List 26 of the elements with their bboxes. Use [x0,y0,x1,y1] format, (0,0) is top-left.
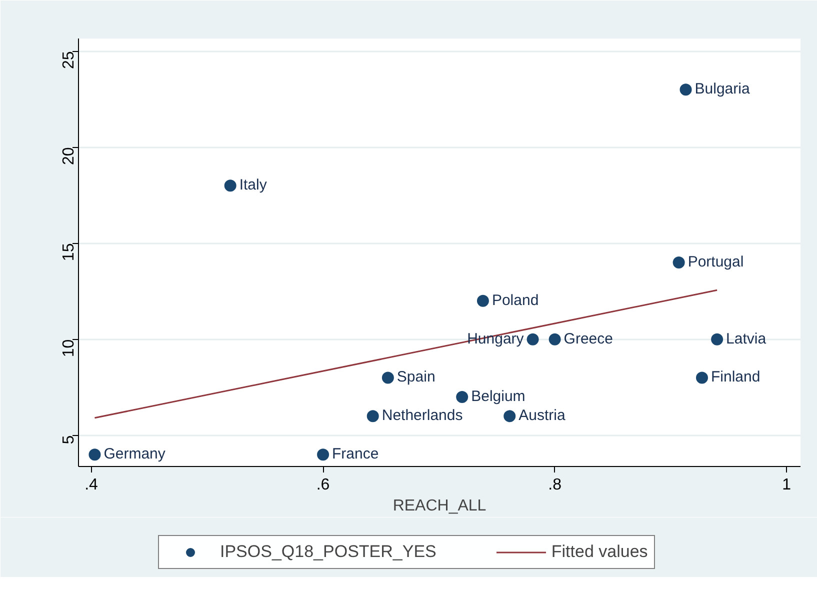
annotation: Portugal [688,253,744,270]
x-axis-title: REACH_ALL [392,498,486,514]
annotation: Finland [710,368,760,386]
y-tick-label: 20 [60,147,78,166]
annotation: France [332,446,379,463]
annotation: Belgium [471,388,526,405]
annotation: Netherlands [382,407,463,424]
annotation: Hungary [467,330,524,348]
annotation: Poland [492,292,539,309]
annotation: Bulgaria [694,80,750,98]
legend-label: IPSOS_Q18_POSTER_YES [220,542,436,562]
annotation: Spain [396,368,436,386]
y-tick-label: 5 [60,435,78,444]
legend-label: Fitted values [551,542,648,562]
x-tick-label: .8 [548,476,562,494]
x-tick-label: .4 [84,476,98,494]
y-tick-label: 10 [60,339,78,358]
annotation: Italy [239,176,268,194]
annotation: Latvia [726,330,767,348]
y-tick-label: 15 [60,243,78,262]
annotation: Greece [564,330,614,348]
annotation: Germany [104,446,166,463]
y-tick-label: 25 [60,51,78,69]
x-tick-label: 1 [782,476,792,494]
x-tick-label: .6 [316,476,330,494]
annotation: Austria [518,407,566,424]
